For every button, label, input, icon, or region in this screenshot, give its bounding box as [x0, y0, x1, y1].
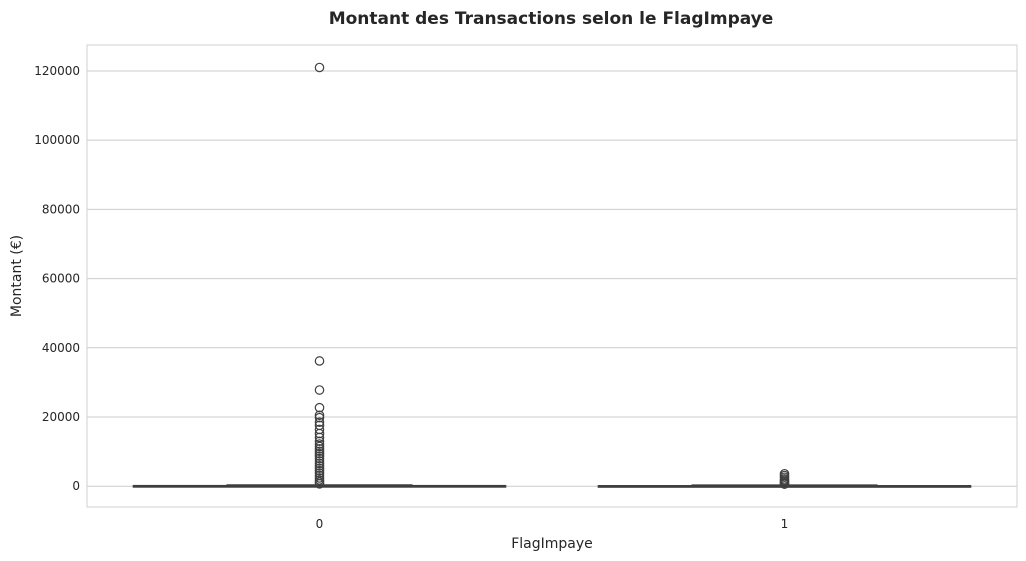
y-tick-label: 20000	[42, 410, 80, 424]
y-tick-label: 120000	[34, 64, 80, 78]
outlier-point	[314, 451, 325, 461]
outlier-point	[314, 417, 325, 428]
outlier-point	[314, 436, 325, 447]
plot-frame	[86, 44, 1018, 508]
outlier-point	[314, 444, 325, 454]
outlier-point	[314, 453, 325, 464]
outlier-point	[314, 465, 325, 476]
outlier-point	[314, 356, 325, 366]
x-tick-label: 0	[316, 517, 324, 531]
outlier-point	[314, 446, 325, 457]
y-tick-label: 80000	[42, 202, 80, 216]
boxes	[132, 62, 972, 489]
outlier-point	[314, 412, 325, 423]
outlier-point	[314, 456, 325, 466]
outlier-point	[314, 439, 325, 449]
y-tick-label: 100000	[34, 133, 80, 147]
y-tick-label: 40000	[42, 341, 80, 355]
outlier-point	[314, 441, 325, 452]
outlier-point	[314, 62, 325, 73]
outlier-point	[314, 402, 325, 413]
box-group	[597, 468, 972, 489]
outlier-point	[314, 385, 325, 395]
outlier-point	[779, 479, 790, 489]
outlier-point	[314, 410, 325, 421]
outlier-point	[314, 461, 325, 471]
outlier-point	[314, 463, 325, 474]
y-ticks: 0 20000 40000 60000 80000 100000 120000	[34, 64, 80, 493]
y-tick-label: 0	[72, 479, 80, 493]
outlier-point	[314, 428, 325, 439]
x-tick-label: 1	[781, 517, 789, 531]
y-axis-label: Montant (€)	[9, 235, 25, 317]
outlier-point	[314, 479, 325, 489]
y-tick-label: 60000	[42, 272, 80, 286]
chart-title: Montant des Transactions selon le FlagIm…	[329, 9, 774, 29]
outlier-point	[314, 448, 325, 459]
box-group	[132, 62, 507, 489]
grid	[87, 70, 1017, 487]
outlier-point	[314, 458, 325, 469]
x-axis-label: FlagImpaye	[511, 536, 593, 552]
